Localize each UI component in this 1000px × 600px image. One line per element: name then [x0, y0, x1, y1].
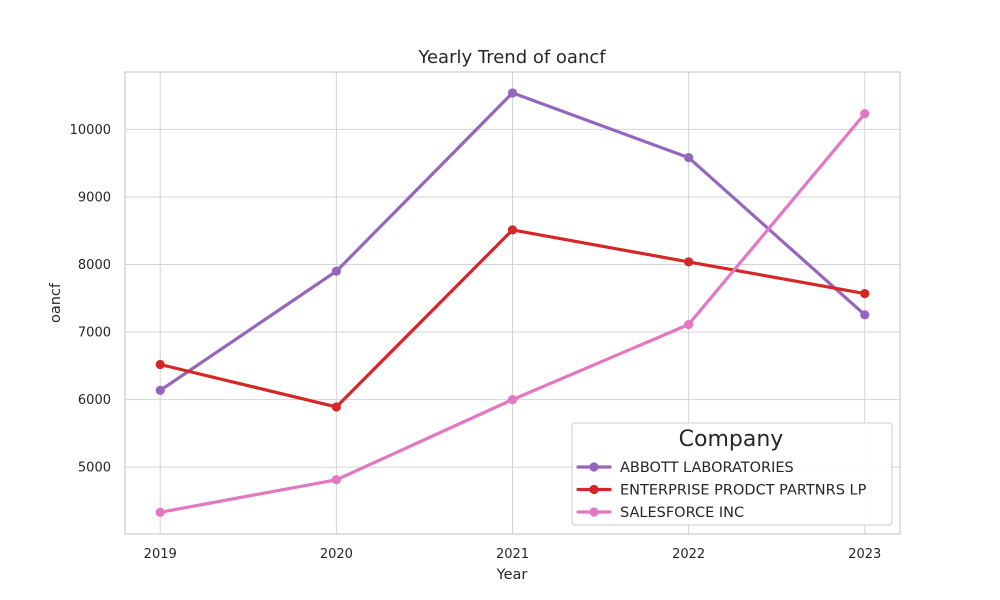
- legend-label: SALESFORCE INC: [620, 505, 744, 521]
- x-axis-ticks: 2019 2020 2021 2022 2023: [144, 547, 882, 562]
- data-point: [860, 310, 870, 320]
- data-point: [155, 507, 165, 517]
- data-point: [684, 153, 694, 163]
- chart-title: Yearly Trend of oancf: [417, 47, 606, 68]
- data-point: [860, 109, 870, 119]
- data-point: [331, 266, 341, 276]
- legend-title: Company: [679, 427, 784, 452]
- legend-entry: SALESFORCE INC: [576, 505, 744, 521]
- legend: Company ABBOTT LABORATORIES ENTERPRISE PR…: [571, 422, 893, 526]
- y-axis-label: oancf: [48, 282, 64, 323]
- legend-label: ENTERPRISE PRODCT PARTNRS LP: [620, 483, 867, 499]
- data-point: [507, 225, 518, 235]
- grid: [125, 72, 900, 534]
- x-tick-label: 2023: [848, 547, 881, 562]
- legend-entry: ABBOTT LABORATORIES: [576, 460, 794, 476]
- legend-label: ABBOTT LABORATORIES: [620, 460, 794, 476]
- y-tick-label: 10000: [70, 123, 111, 138]
- legend-swatch-marker: [589, 462, 599, 472]
- y-tick-label: 8000: [78, 258, 111, 273]
- data-point: [155, 359, 165, 370]
- y-axis-ticks: 5000 6000 7000 8000 9000 10000: [70, 123, 111, 476]
- data-point: [684, 257, 694, 267]
- y-tick-label: 7000: [78, 326, 111, 341]
- legend-box: [571, 422, 893, 526]
- y-tick-label: 5000: [78, 461, 111, 476]
- x-tick-label: 2021: [496, 547, 529, 562]
- plot-frame: [124, 71, 901, 535]
- data-point: [331, 402, 341, 412]
- legend-entries: ABBOTT LABORATORIES ENTERPRISE PRODCT PAR…: [576, 460, 867, 521]
- series-layer: [155, 88, 870, 517]
- legend-swatch-marker: [589, 507, 599, 517]
- data-point: [331, 475, 341, 485]
- series-2: [155, 225, 870, 412]
- series-1: [155, 88, 870, 396]
- data-point: [507, 88, 518, 98]
- series-3: [155, 109, 870, 517]
- data-point: [155, 385, 165, 396]
- legend-swatch-marker: [589, 484, 599, 495]
- x-tick-label: 2019: [144, 547, 177, 562]
- data-point: [684, 319, 694, 330]
- data-point: [860, 289, 870, 299]
- x-tick-label: 2020: [320, 547, 353, 562]
- x-tick-label: 2022: [672, 547, 705, 562]
- x-axis-label: Year: [496, 567, 528, 583]
- legend-entry: ENTERPRISE PRODCT PARTNRS LP: [576, 483, 867, 499]
- y-tick-label: 9000: [78, 190, 111, 205]
- y-tick-label: 6000: [78, 393, 111, 408]
- data-point: [507, 394, 518, 405]
